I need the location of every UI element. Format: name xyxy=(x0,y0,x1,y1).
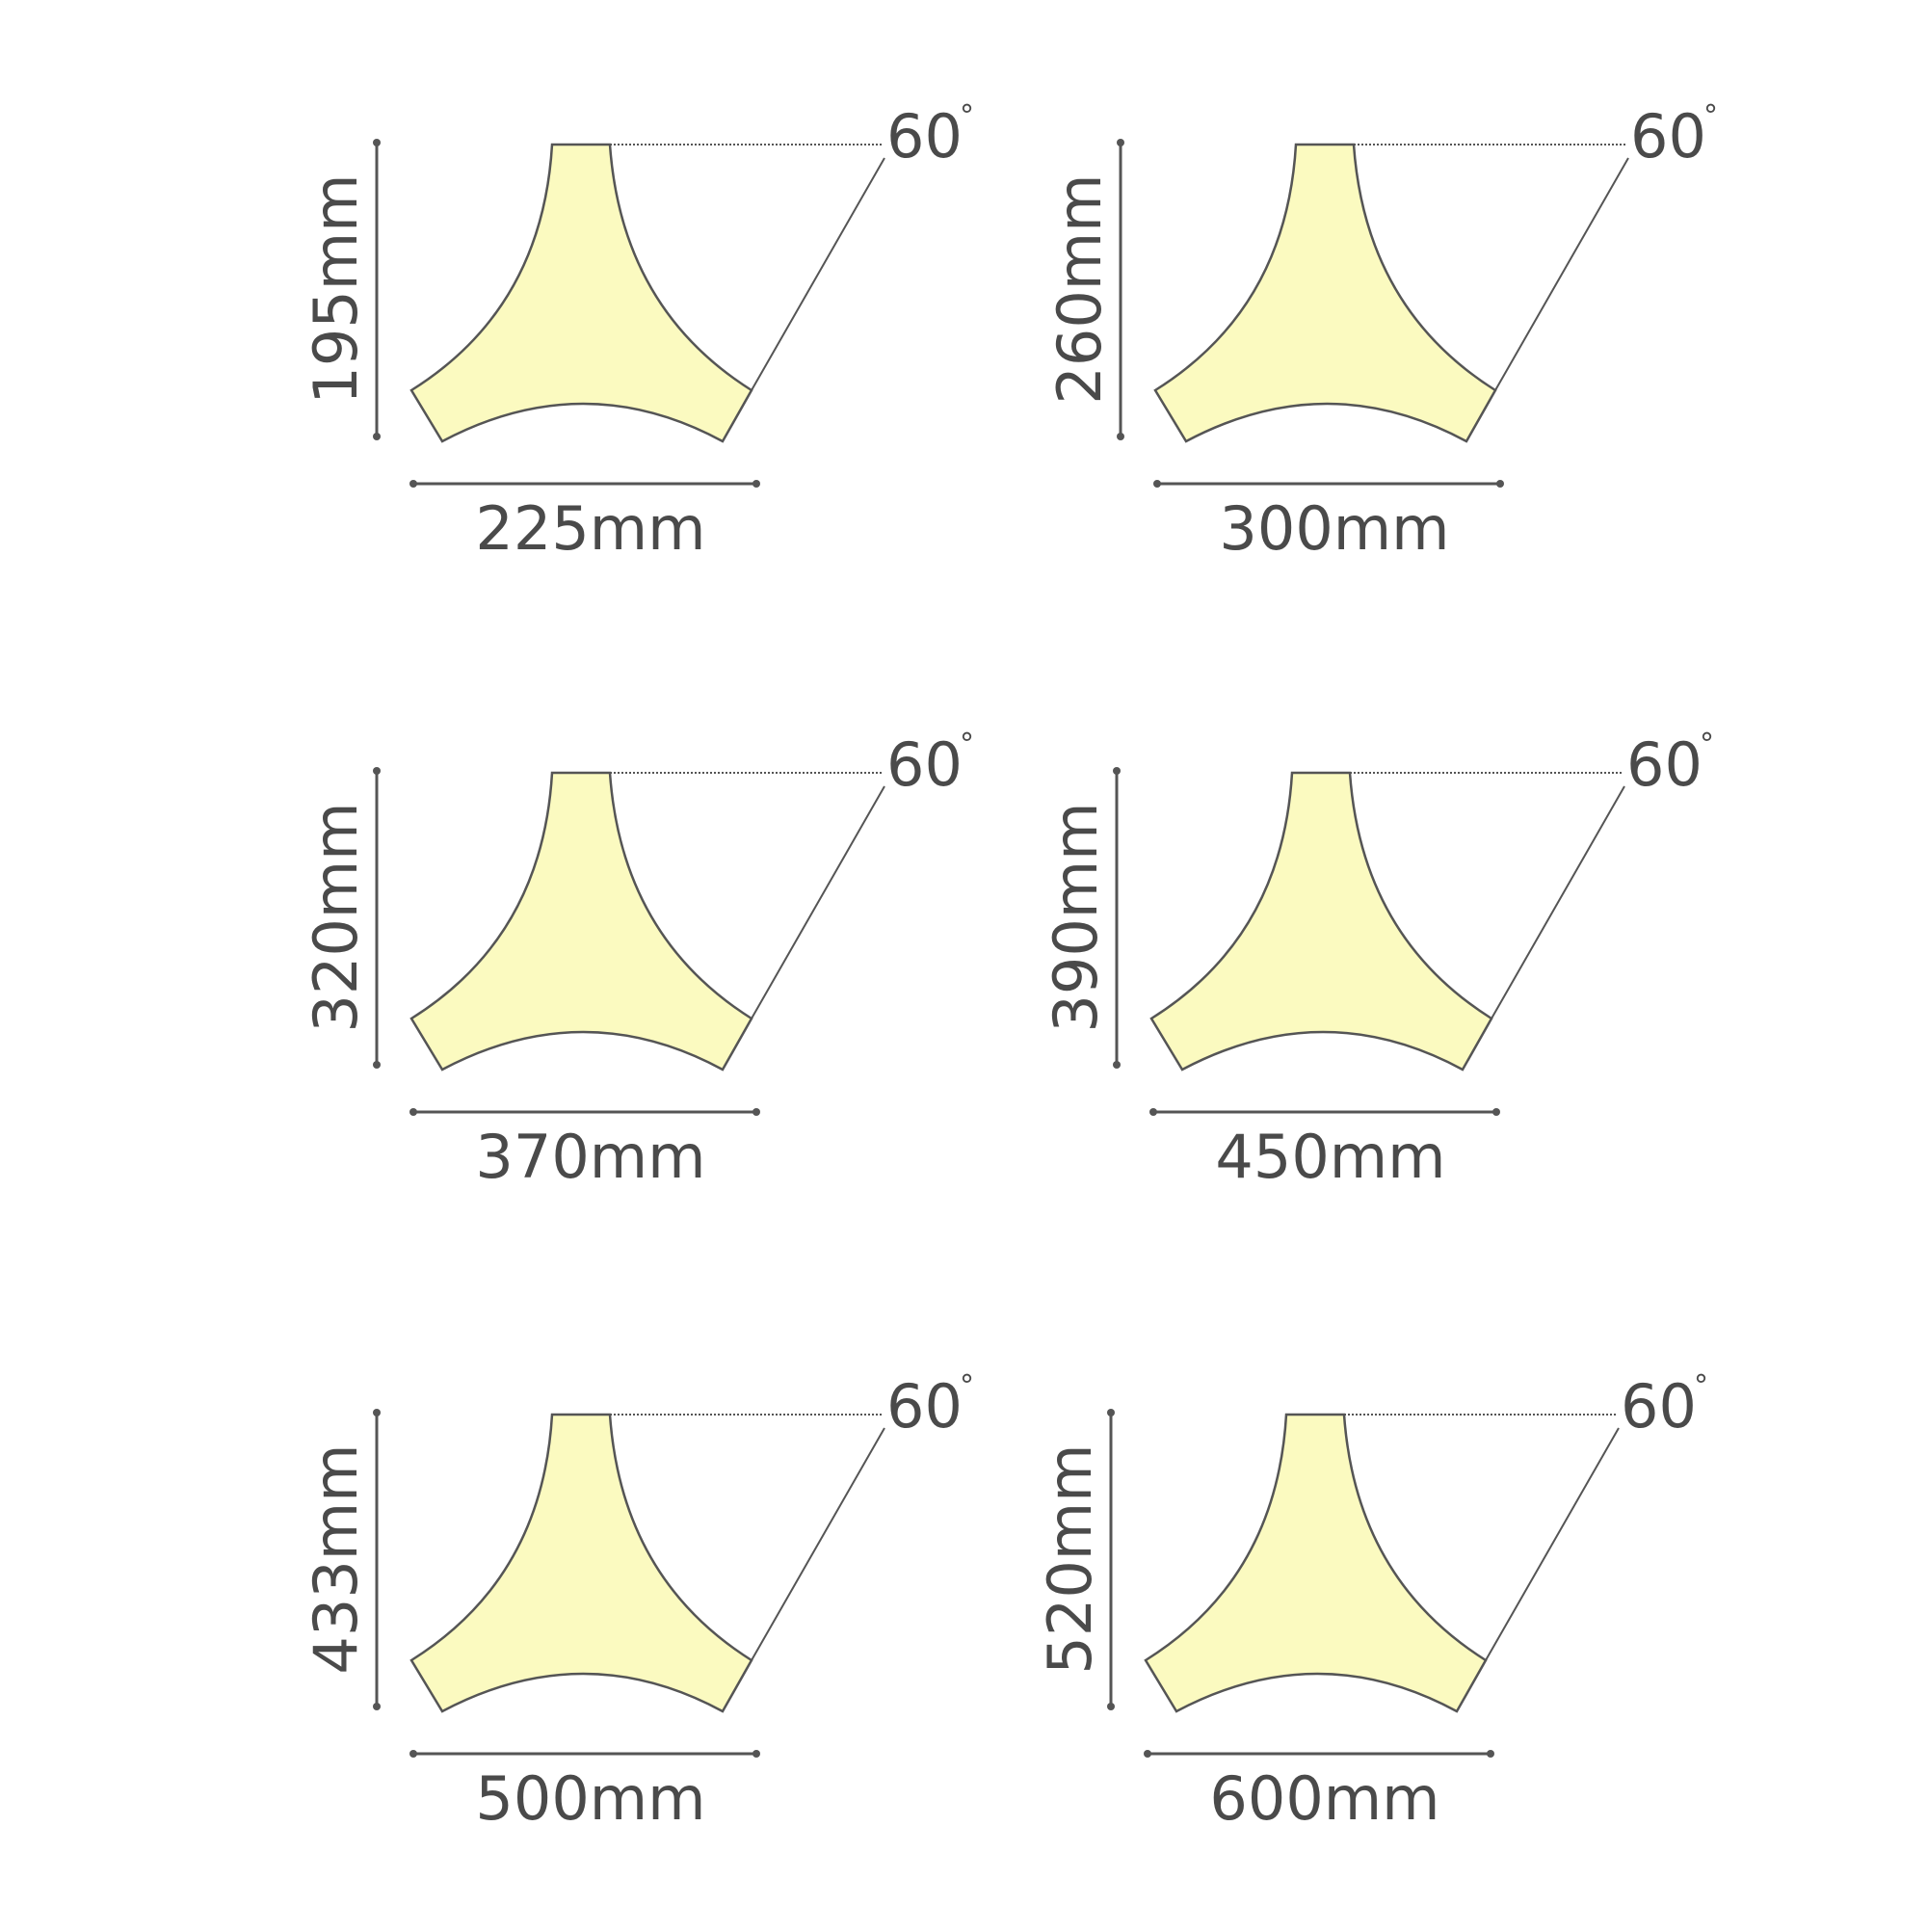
angle-label: 60 xyxy=(886,101,963,172)
height-label: 260mm xyxy=(1044,173,1115,404)
panel-4: 390mm 450mm 60 ° xyxy=(1041,728,1714,1192)
degree-symbol: ° xyxy=(1700,728,1714,761)
height-label: 390mm xyxy=(1041,802,1111,1032)
height-label: 520mm xyxy=(1035,1443,1105,1674)
width-label: 225mm xyxy=(475,493,705,564)
panel-5: 433mm 500mm 60 ° xyxy=(301,1369,974,1834)
degree-symbol: ° xyxy=(960,1369,974,1403)
panel-2: 260mm 300mm 60 ° xyxy=(1044,99,1718,564)
angle-label: 60 xyxy=(1621,1371,1697,1442)
angle-label: 60 xyxy=(1626,729,1703,800)
height-label: 195mm xyxy=(301,173,371,404)
width-label: 450mm xyxy=(1215,1122,1445,1192)
degree-symbol: ° xyxy=(960,99,974,133)
angle-label: 60 xyxy=(1630,101,1706,172)
width-label: 500mm xyxy=(475,1763,705,1834)
width-label: 300mm xyxy=(1219,493,1449,564)
degree-symbol: ° xyxy=(960,728,974,761)
panel-6: 520mm 600mm 60 ° xyxy=(1035,1369,1708,1834)
angle-label: 60 xyxy=(886,729,963,800)
width-label: 600mm xyxy=(1209,1763,1439,1834)
angle-label: 60 xyxy=(886,1371,963,1442)
degree-symbol: ° xyxy=(1703,99,1718,133)
height-label: 433mm xyxy=(301,1443,371,1674)
degree-symbol: ° xyxy=(1694,1369,1708,1403)
panel-3: 320mm 370mm 60 ° xyxy=(301,728,974,1192)
panel-1: 195mm 225mm 60 ° xyxy=(301,99,974,564)
height-label: 320mm xyxy=(301,802,371,1032)
width-label: 370mm xyxy=(475,1122,705,1192)
